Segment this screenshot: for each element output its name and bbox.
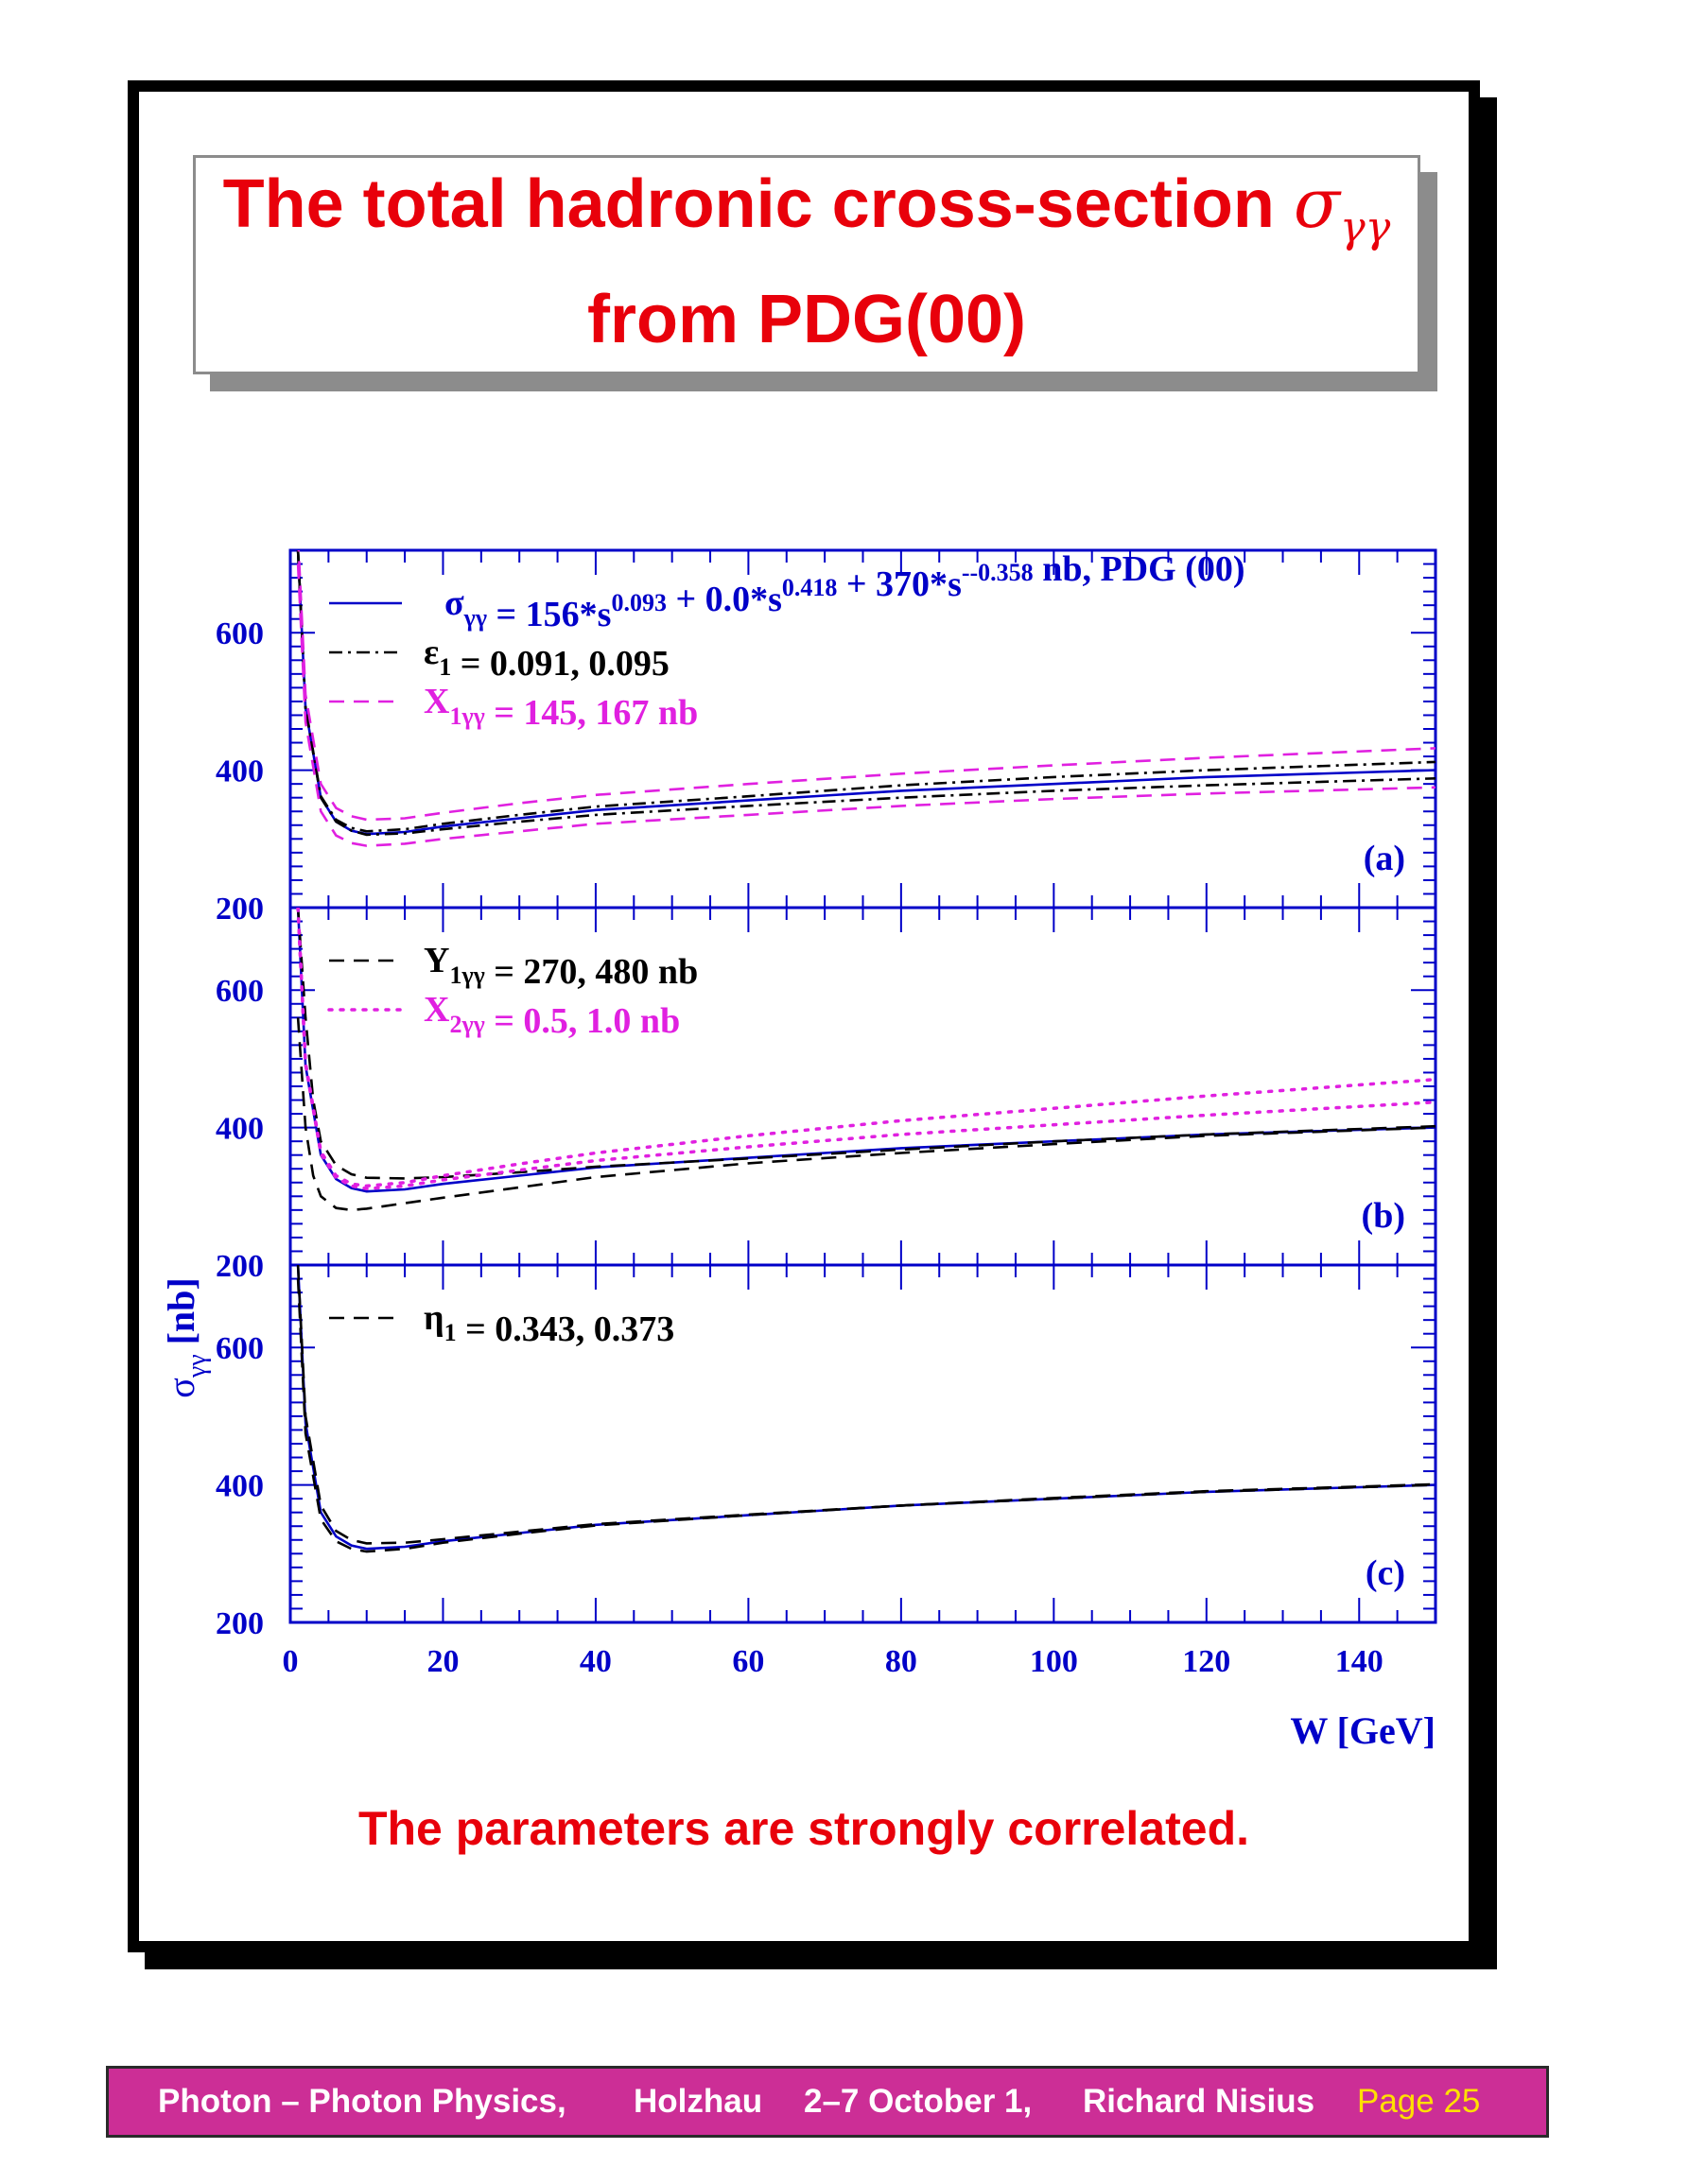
footer-bar: Photon – Photon Physics, Holzhau 2–7 Oct…: [106, 2066, 1549, 2138]
slide-title-line1: The total hadronic cross-section σγγ: [196, 164, 1418, 251]
conclusion-text: The parameters are strongly correlated.: [357, 1802, 1250, 1855]
y-tick-label: 400: [216, 754, 264, 789]
x-tick-label: 40: [580, 1644, 612, 1679]
title-box: The total hadronic cross-section σγγ fro…: [193, 155, 1420, 374]
panel-label: (b): [1362, 1196, 1405, 1236]
slide-title-text: The total hadronic cross-section: [222, 166, 1275, 242]
y-tick-label: 400: [216, 1112, 264, 1147]
series-line: [296, 908, 1436, 1191]
title-sigma-symbol: σγγ: [1293, 164, 1391, 251]
y-tick-label: 400: [216, 1469, 264, 1504]
footer-author: Richard Nisius: [1083, 2083, 1315, 2120]
title-subscript: γγ: [1340, 202, 1391, 252]
footer-page: Page 25: [1357, 2083, 1481, 2120]
series-line: [296, 550, 1436, 833]
slide-frame: [128, 80, 1480, 1952]
slide-title-line2: from PDG(00): [586, 282, 1027, 357]
footer-dates: 2–7 October 1,: [804, 2083, 1033, 2120]
x-tick-label: 80: [885, 1644, 917, 1679]
series-line: [296, 563, 1436, 847]
series-line: [296, 1017, 1436, 1212]
series-line: [296, 908, 1436, 1188]
panel-label: (c): [1366, 1553, 1405, 1593]
series-line: [297, 550, 1436, 822]
y-tick-label: 200: [216, 892, 264, 927]
panel-label: (a): [1364, 839, 1405, 878]
series-line: [296, 908, 1436, 1193]
x-tick-label: 60: [732, 1644, 764, 1679]
legend-entry: ε1 = 0.091, 0.095: [424, 633, 670, 684]
x-tick-label: 100: [1030, 1644, 1078, 1679]
x-axis-label: W [GeV]: [1290, 1709, 1436, 1752]
x-tick-label: 120: [1182, 1644, 1230, 1679]
series-line: [296, 908, 1436, 1180]
series-line: [296, 1265, 1436, 1545]
y-tick-label: 600: [216, 1331, 264, 1366]
legend-entry: X2γγ = 0.5, 1.0 nb: [424, 990, 680, 1041]
footer-event: Photon – Photon Physics,: [158, 2083, 566, 2120]
y-axis-label: σγγ [nb]: [160, 1277, 212, 1397]
title-sigma: σ: [1293, 164, 1341, 243]
y-tick-label: 200: [216, 1249, 264, 1284]
legend-entry: σγγ = 156*s0.093 + 0.0*s0.418 + 370*s--0…: [444, 549, 1244, 634]
legend-entry: η1 = 0.343, 0.373: [424, 1298, 674, 1349]
legend-entry: Y1γγ = 270, 480 nb: [424, 941, 698, 992]
y-tick-label: 600: [216, 616, 264, 651]
x-tick-label: 140: [1335, 1644, 1383, 1679]
y-tick-label: 600: [216, 974, 264, 1009]
series-line: [296, 1265, 1436, 1551]
x-tick-label: 0: [283, 1644, 299, 1679]
y-tick-label: 200: [216, 1606, 264, 1641]
x-tick-label: 20: [426, 1644, 459, 1679]
footer-place: Holzhau: [634, 2083, 763, 2120]
legend-entry: X1γγ = 145, 167 nb: [424, 682, 698, 733]
